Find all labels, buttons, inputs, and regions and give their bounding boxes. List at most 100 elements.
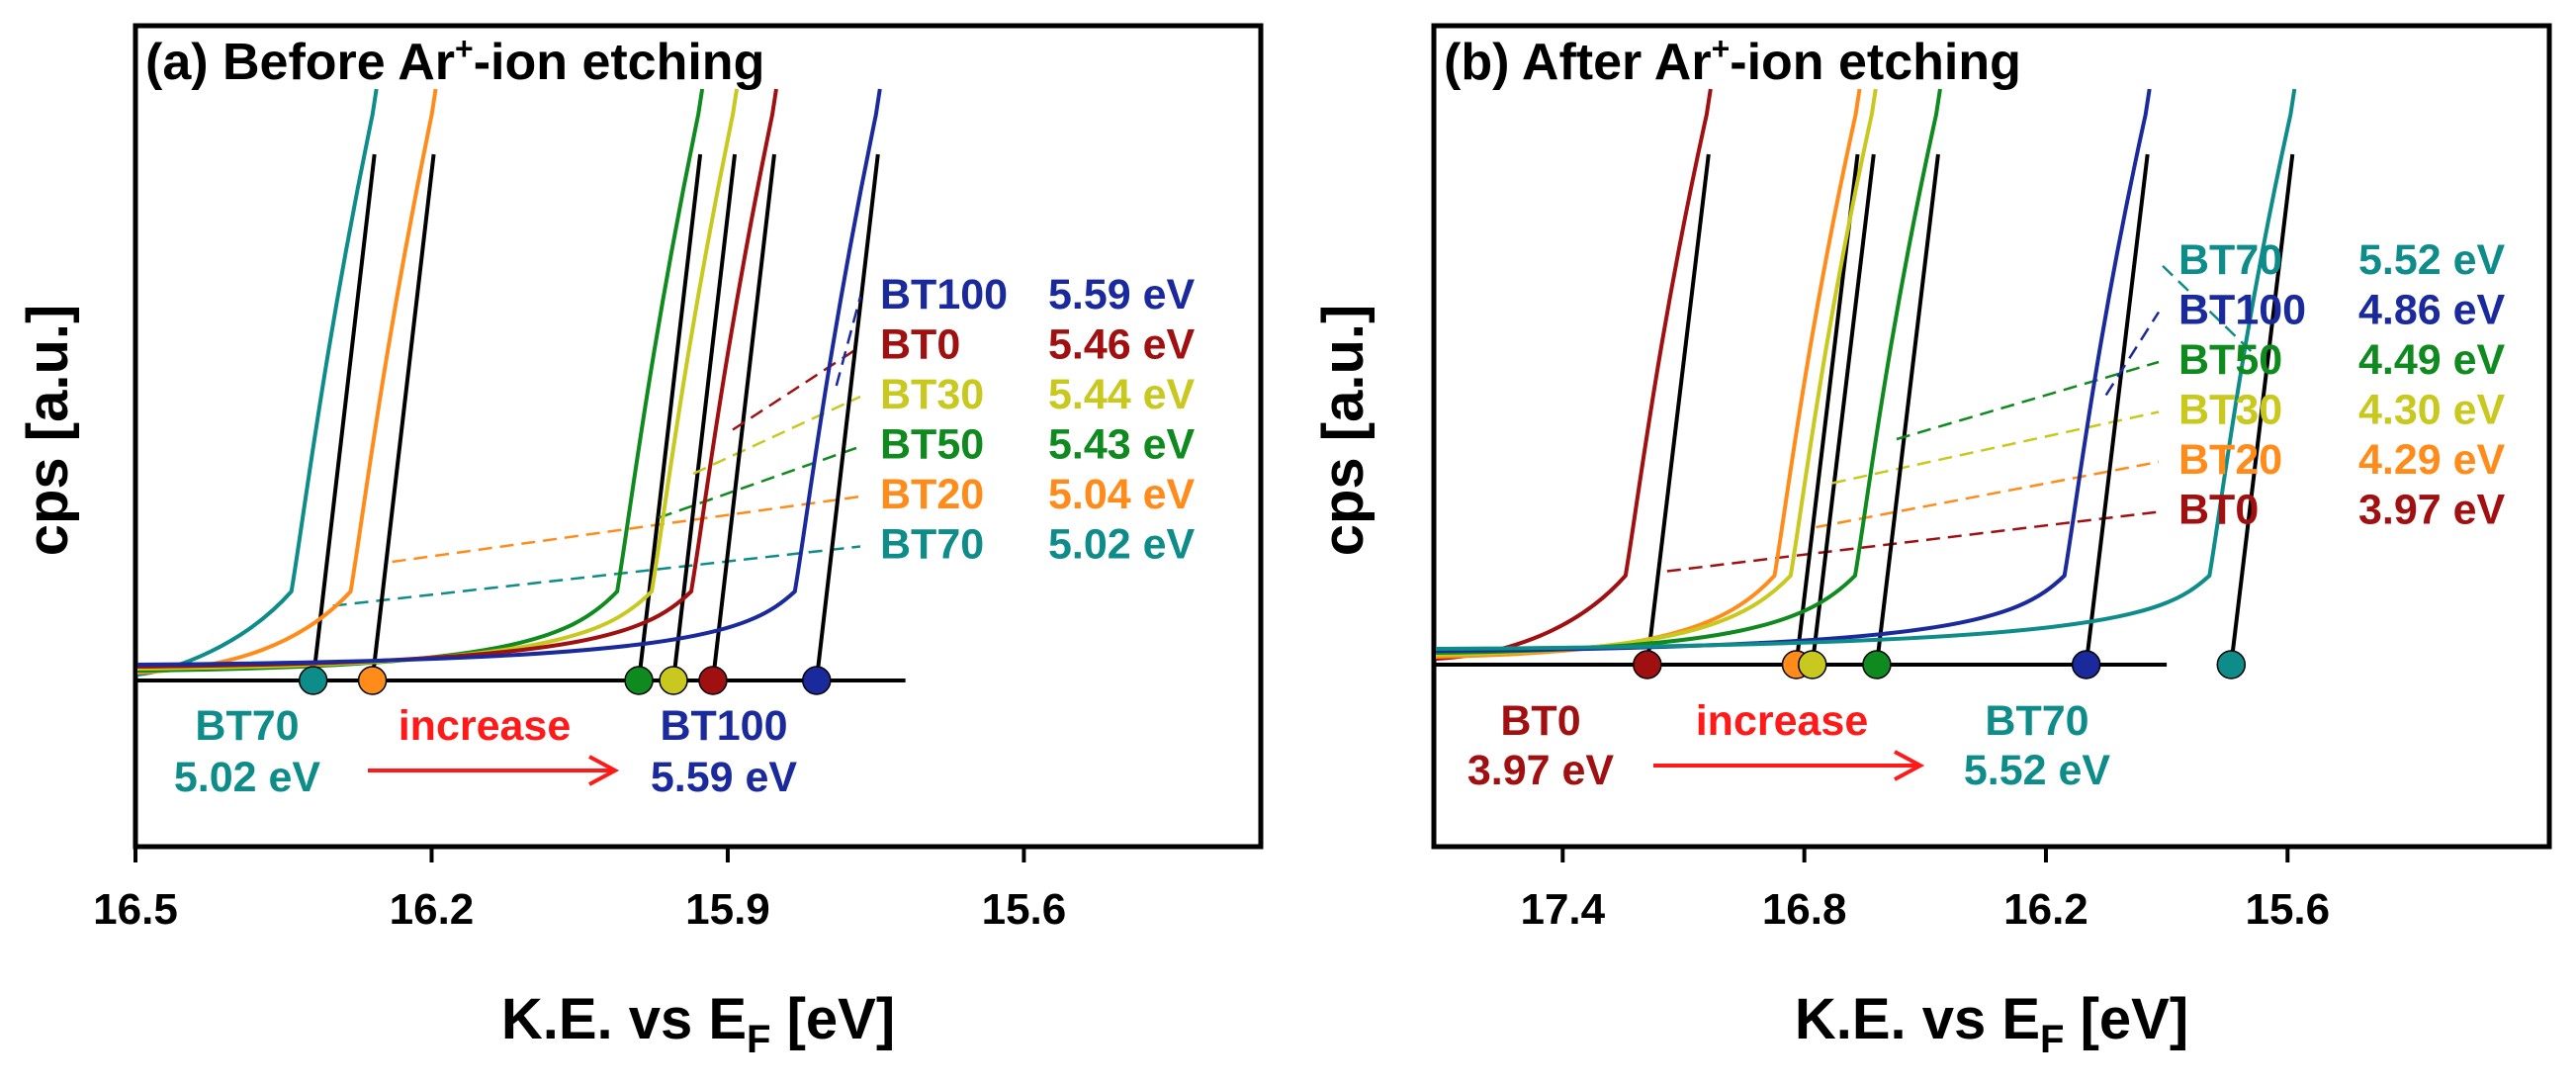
panel-a-plot-area: 16.5 16.2 15.9 15.6 (a) Before Ar+-ion etch…	[93, 23, 1264, 934]
panel-b-legend-name-bt0: BT0	[2178, 487, 2259, 534]
panel-b-annot-left-value: 3.97 eV	[1467, 747, 1615, 794]
panel-b-leader-bt0	[1666, 510, 2160, 573]
panel-a-legend-name-bt50: BT50	[880, 421, 984, 469]
panel-a-leader-bt30	[692, 395, 861, 476]
panel-b-fit-line-bt70	[2229, 153, 2295, 666]
panel-b-curve-bt30	[1435, 88, 1878, 657]
panel-a-leader-bt0	[732, 345, 861, 431]
panel-b-legend-name-bt100: BT100	[2178, 287, 2306, 334]
panel-a-fit-line-bt0	[710, 153, 776, 681]
panel-a-onset-marker-bt30	[659, 666, 688, 695]
panel-b-onset-marker-bt70	[2216, 650, 2247, 679]
panel-b-fit-line-bt50	[1874, 153, 1940, 666]
panel-b-curve-bt50	[1435, 88, 1942, 655]
panel-b-y-axis-label: cps [a.u.]	[1311, 305, 1376, 557]
panel-a-leader-bt20	[392, 495, 861, 564]
panel-b-onset-marker-bt0	[1633, 650, 1662, 679]
panel-b-legend-value-bt100: 4.86 eV	[2358, 287, 2506, 334]
panel-a-legend-value-bt20: 5.04 eV	[1048, 471, 1196, 518]
panel-b-legend: BT0 3.97 eV BT20 4.29 eV BT30 4.30 eV BT50 4.49…	[2178, 236, 2506, 534]
panel-b-curve-bt20	[1435, 88, 1862, 659]
panel-b-onset-marker-bt50	[1862, 650, 1892, 679]
panel-a-legend-name-bt20: BT20	[880, 471, 984, 518]
panel-b-annot-right-value: 5.52 eV	[1964, 747, 2111, 794]
panel-b-increase-arrow	[1653, 750, 1925, 781]
panel-b-x-axis-label: K.E. vs EF [eV]	[1795, 987, 2188, 1061]
panel-b-legend-value-bt30: 4.30 eV	[2358, 387, 2506, 434]
panel-b-curves	[1435, 88, 2297, 679]
panel-b-legend-name-bt20: BT20	[2178, 436, 2282, 484]
panel-a-onset-marker-bt20	[357, 666, 388, 695]
panel-b-leader-bt50	[1896, 360, 2160, 441]
panel-b-title: (b) After Ar+-ion etching	[1444, 31, 2021, 91]
panel-a-legend-value-bt30: 5.44 eV	[1048, 371, 1196, 418]
panel-b-fit-line-bt0	[1644, 153, 1711, 666]
panel-a-legend-value-bt100: 5.59 eV	[1048, 271, 1196, 318]
panel-b-legend-name-bt30: BT30	[2178, 387, 2282, 434]
panel-b-legend-value-bt50: 4.49 eV	[2358, 336, 2506, 384]
panel-a-increase-arrow	[368, 755, 620, 786]
panel-a-legend-value-bt70: 5.02 eV	[1048, 521, 1196, 569]
panel-b-x-tick-label: 16.8	[1762, 885, 1847, 934]
panel-a-curve-bt0	[136, 88, 778, 669]
panel-a-fit-line-bt100	[814, 153, 880, 681]
panel-a-annot-left-name: BT70	[195, 702, 299, 750]
panel-a-fit-line-bt50	[637, 153, 703, 681]
panel-a-legend-name-bt70: BT70	[880, 521, 984, 569]
panel-b-onset-marker-bt100	[2071, 650, 2101, 679]
panel-b-leader-bt30	[1831, 410, 2160, 485]
panel-b-leader-bt20	[1816, 460, 2160, 529]
panel-a-x-tick-label: 16.5	[93, 885, 178, 934]
panel-a-curve-bt70	[136, 88, 379, 677]
panel-a-curve-bt30	[136, 88, 740, 671]
panel-a-onset-marker-bt50	[624, 666, 654, 695]
panel-a-fit-line-bt20	[370, 153, 436, 681]
panel-b-leader-bt100	[2104, 311, 2161, 397]
panel-b-x-tick-label: 15.6	[2245, 885, 2330, 934]
panel-a-legend-name-bt30: BT30	[880, 371, 984, 418]
panel-b-legend-name-bt50: BT50	[2178, 336, 2282, 384]
panel-b-frame	[1431, 23, 2552, 850]
panel-a-curve-bt20	[136, 88, 438, 675]
panel-b-curve-bt0	[1435, 88, 1713, 661]
panel-b-curve-bt70	[1435, 88, 2297, 651]
panel-a-annot-right-name: BT100	[660, 702, 787, 750]
panel-a-onset-marker-bt0	[698, 666, 728, 695]
panel-b-legend-value-bt0: 3.97 eV	[2358, 487, 2506, 534]
panel-b-legend-value-bt20: 4.29 eV	[2358, 436, 2506, 484]
panel-b-annot-right-name: BT70	[1985, 697, 2088, 745]
panel-a-y-axis-label: cps [a.u.]	[16, 305, 80, 557]
panel-a-annot-left-value: 5.02 eV	[174, 754, 321, 801]
panel-a-title: (a) Before Ar+-ion etching	[145, 31, 764, 91]
panel-a-legend-name-bt0: BT0	[880, 321, 960, 369]
panel-a-leader-bt70	[332, 545, 861, 607]
panel-b-legend-name-bt70: BT70	[2178, 236, 2282, 284]
panel-b-fit-line-bt100	[2084, 153, 2150, 666]
panel-a-x-tick-label: 15.6	[982, 885, 1067, 934]
panel-a-legend: BT70 5.02 eV BT20 5.04 eV BT50 5.43 eV BT30 5.4…	[880, 271, 1196, 569]
panel-a-legend-name-bt100: BT100	[880, 271, 1008, 318]
panel-a-leader-bt100	[835, 296, 862, 387]
panel-b-x-tick-label: 16.2	[2003, 885, 2088, 934]
panel-b-legend-value-bt70: 5.52 eV	[2358, 236, 2506, 284]
panel-a-curves	[136, 88, 906, 695]
panel-a-curve-bt100	[136, 88, 882, 667]
panel-b-plot-area: 17.4 16.8 16.2 15.6 (b) After Ar+-ion etchi…	[1431, 23, 2552, 934]
panel-b-onset-marker-bt30	[1798, 650, 1827, 679]
panel-b-annot-left-name: BT0	[1500, 697, 1580, 745]
panel-a-x-axis-label: K.E. vs EF [eV]	[501, 987, 895, 1061]
panel-b-x-ticks: 17.4 16.8 16.2 15.6	[1520, 847, 2330, 934]
panel-a-x-tick-label: 15.9	[685, 885, 770, 934]
panel-a-onset-marker-bt70	[298, 666, 328, 695]
panel-a-annotations: BT70 5.02 eV increase BT100 5.59 eV	[174, 702, 798, 801]
panel-a-legend-value-bt50: 5.43 eV	[1048, 421, 1196, 469]
panel-a-annot-right-value: 5.59 eV	[651, 754, 798, 801]
panel-a-fit-line-bt30	[671, 153, 738, 681]
panel-a-frame	[133, 23, 1264, 850]
panel-b-annotations: BT0 3.97 eV increase BT70 5.52 eV	[1467, 697, 2111, 794]
panel-b-x-tick-label: 17.4	[1520, 885, 1605, 934]
panel-a-onset-marker-bt100	[802, 666, 832, 695]
panel-b-fit-line-bt30	[1810, 153, 1876, 666]
panel-a-fit-line-bt70	[311, 153, 377, 681]
